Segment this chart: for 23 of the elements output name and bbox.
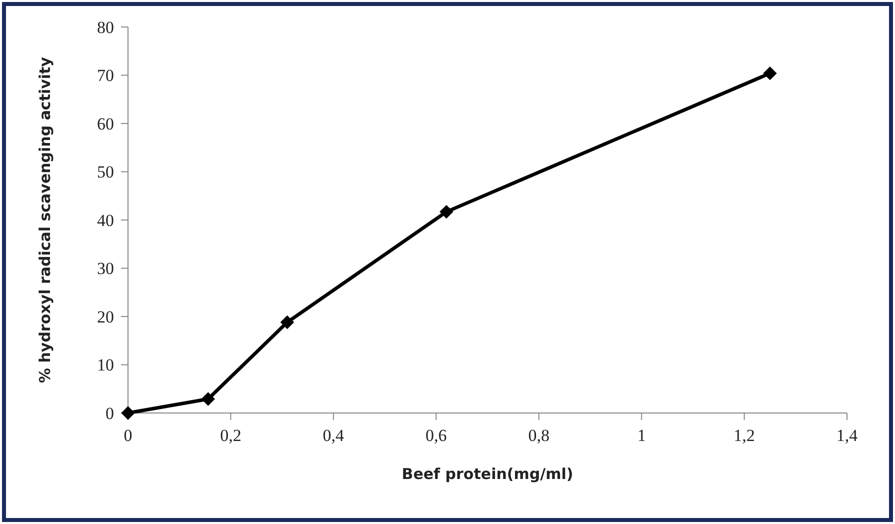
y-axis-title: % hydroxyl radical scavenging activity (36, 56, 54, 384)
x-tick-label: 0 (124, 426, 132, 445)
y-tick-label: 50 (97, 162, 114, 182)
y-tick-label: 40 (97, 210, 114, 230)
point (440, 204, 454, 219)
x-axis-title: Beef protein(mg/ml) (402, 465, 574, 483)
x-tick-label: 0,6 (426, 426, 447, 445)
x-tick-label: 0,4 (322, 426, 345, 445)
y-tick-label: 20 (97, 307, 114, 326)
y-tick-label: 0 (106, 404, 114, 423)
x-tick-label: 0,2 (220, 426, 242, 445)
x-tick-label: 1 (637, 426, 646, 445)
point (280, 315, 294, 330)
point (201, 392, 215, 406)
y-tick-label: 10 (97, 356, 114, 375)
x-tick-label: 1,4 (836, 426, 858, 445)
x-tick-label: 0,8 (528, 426, 550, 445)
y-tick-label: 70 (97, 66, 114, 86)
x-tick-label: 1,2 (734, 426, 755, 445)
y-tick-label: 60 (97, 114, 114, 134)
y-tick-label: 30 (97, 259, 114, 278)
y-tick-label: 80 (97, 18, 114, 37)
point (763, 66, 777, 80)
